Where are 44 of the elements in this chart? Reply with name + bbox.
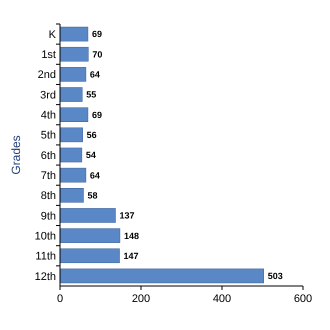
bar	[60, 188, 84, 203]
x-tick-label: 0	[56, 293, 64, 305]
data-label: 137	[119, 210, 135, 221]
y-tick-label: 11th	[35, 250, 56, 263]
bar	[60, 107, 88, 122]
x-tick-label: 200	[132, 293, 150, 305]
bar	[60, 67, 86, 82]
y-tick-label: 1st	[41, 49, 56, 62]
bar	[60, 268, 264, 284]
data-label: 69	[92, 29, 102, 40]
y-tick-label: 8th	[40, 190, 56, 202]
bar	[60, 26, 88, 42]
data-label: 70	[92, 49, 102, 60]
data-label: 58	[87, 190, 98, 200]
bar	[60, 128, 83, 142]
data-label: 147	[124, 250, 139, 261]
data-label: 55	[86, 90, 96, 100]
y-tick-label: 3rd	[40, 89, 56, 102]
y-tick-label: 7th	[40, 170, 56, 182]
y-tick-label: 2nd	[38, 69, 56, 82]
y-axis-title: Grades	[9, 135, 23, 175]
data-label: 64	[90, 170, 100, 180]
y-tick-label: K	[48, 28, 57, 41]
y-tick-label: 5th	[40, 130, 56, 142]
bar	[60, 46, 89, 62]
data-label: 69	[92, 110, 102, 120]
bar	[60, 148, 82, 162]
data-label: 148	[124, 230, 139, 241]
y-tick-label: 10th	[34, 230, 56, 242]
y-tick-label: 4th	[40, 110, 56, 122]
bar	[60, 208, 116, 223]
bar	[60, 228, 120, 243]
data-label: 503	[268, 271, 283, 282]
bar	[60, 248, 120, 264]
data-label: 54	[86, 150, 96, 160]
y-tick-label: 9th	[40, 210, 56, 222]
y-tick-label: 12th	[34, 270, 56, 283]
bar	[60, 87, 83, 102]
data-label: 56	[86, 130, 97, 140]
bar	[60, 168, 86, 182]
y-tick-label: 6th	[40, 150, 56, 162]
x-tick-label: 400	[212, 293, 232, 305]
x-tick-label: 600	[294, 293, 312, 305]
data-label: 64	[90, 70, 100, 80]
